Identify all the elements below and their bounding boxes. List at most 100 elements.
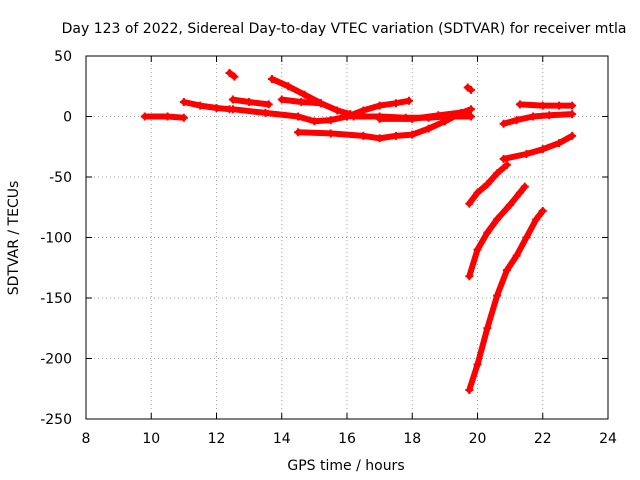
series-arc-7 [277,95,325,108]
y-tick-label: 0 [63,110,72,126]
x-tick-label: 14 [273,431,291,447]
data-point [391,131,400,140]
data-point [483,324,492,333]
data-point [359,131,368,140]
data-point [483,228,492,237]
series-line [516,101,576,109]
data-point [522,233,531,242]
data-point [375,114,384,123]
data-point [520,182,529,191]
series-arc-14 [465,182,529,281]
data-point [465,385,474,394]
data-point [568,110,577,119]
data-point [300,90,309,99]
series-arc-11 [375,107,472,123]
data-point [522,150,531,159]
data-point [196,101,205,110]
data-point [375,101,384,110]
x-tick-label: 22 [534,431,552,447]
y-tick-label: -200 [40,352,72,368]
data-point [212,104,221,113]
y-tick-label: -150 [40,291,72,307]
data-point [499,119,508,128]
series-arc-4 [228,95,273,109]
x-tick-label: 24 [599,431,617,447]
data-point [502,160,511,169]
y-tick-label: -100 [40,231,72,247]
data-point [404,96,413,105]
data-point [326,129,335,138]
data-point [545,111,554,120]
series-arc-2 [179,97,234,114]
data-point [277,95,286,104]
data-point [466,85,475,94]
series-arc-17 [499,110,577,128]
data-point [512,116,521,125]
y-tick-labels: -250 -200 -150 -100 -50 0 50 [40,49,72,428]
data-point [515,188,524,197]
data-point [538,145,547,154]
data-point [284,82,293,91]
series-arc-3 [225,68,239,81]
data-point [506,200,515,209]
series-line [500,132,576,162]
data-point [473,245,482,254]
series-arc-15 [465,206,547,394]
data-point [434,111,443,120]
x-tick-label: 18 [403,431,421,447]
x-axis-label: GPS time / hours [287,458,404,474]
series-arc-18 [515,100,577,110]
x-tick-labels: 8 10 12 14 16 18 20 22 24 [82,431,617,447]
series-arc-1 [140,112,188,122]
y-tick-label: -250 [40,412,72,428]
data-point [555,101,564,110]
data-point [294,112,303,121]
series-arc-12 [463,83,475,94]
data-point [140,112,149,121]
data-point [408,114,417,123]
y-tick-label: 50 [54,49,72,65]
x-tick-label: 12 [208,431,226,447]
x-tick-label: 16 [338,431,356,447]
data-point [310,117,319,126]
data-point [473,360,482,369]
y-tick-label: -50 [49,170,72,186]
data-point [532,215,541,224]
data-point [267,74,276,83]
data-point [473,188,482,197]
x-tick-label: 20 [469,431,487,447]
data-point [294,128,303,137]
data-point [245,97,254,106]
data-point [264,100,273,109]
data-point [483,180,492,189]
series-line [180,99,233,113]
data-point [538,206,547,215]
data-point [424,124,433,133]
data-point [333,106,342,115]
data-point [359,106,368,115]
series-line [376,108,471,122]
x-tick-label: 8 [82,431,91,447]
axis-ticks [85,55,609,420]
series-line [269,76,354,118]
data-point [225,68,234,77]
data-point [261,108,270,117]
data-point [408,130,417,139]
data-series [140,68,577,394]
data-point [493,215,502,224]
data-point [326,116,335,125]
data-point [512,251,521,260]
series-arc-9 [343,96,413,121]
data-point [568,101,577,110]
data-point [466,112,475,121]
data-point [493,291,502,300]
data-point [163,112,172,121]
data-point [465,199,474,208]
data-point [228,105,237,114]
data-point [316,99,325,108]
y-axis-label: SDTVAR / TECUs [6,181,22,296]
data-point [465,272,474,281]
data-point [179,113,188,122]
chart-title: Day 123 of 2022, Sidereal Day-to-day VTE… [62,21,627,37]
